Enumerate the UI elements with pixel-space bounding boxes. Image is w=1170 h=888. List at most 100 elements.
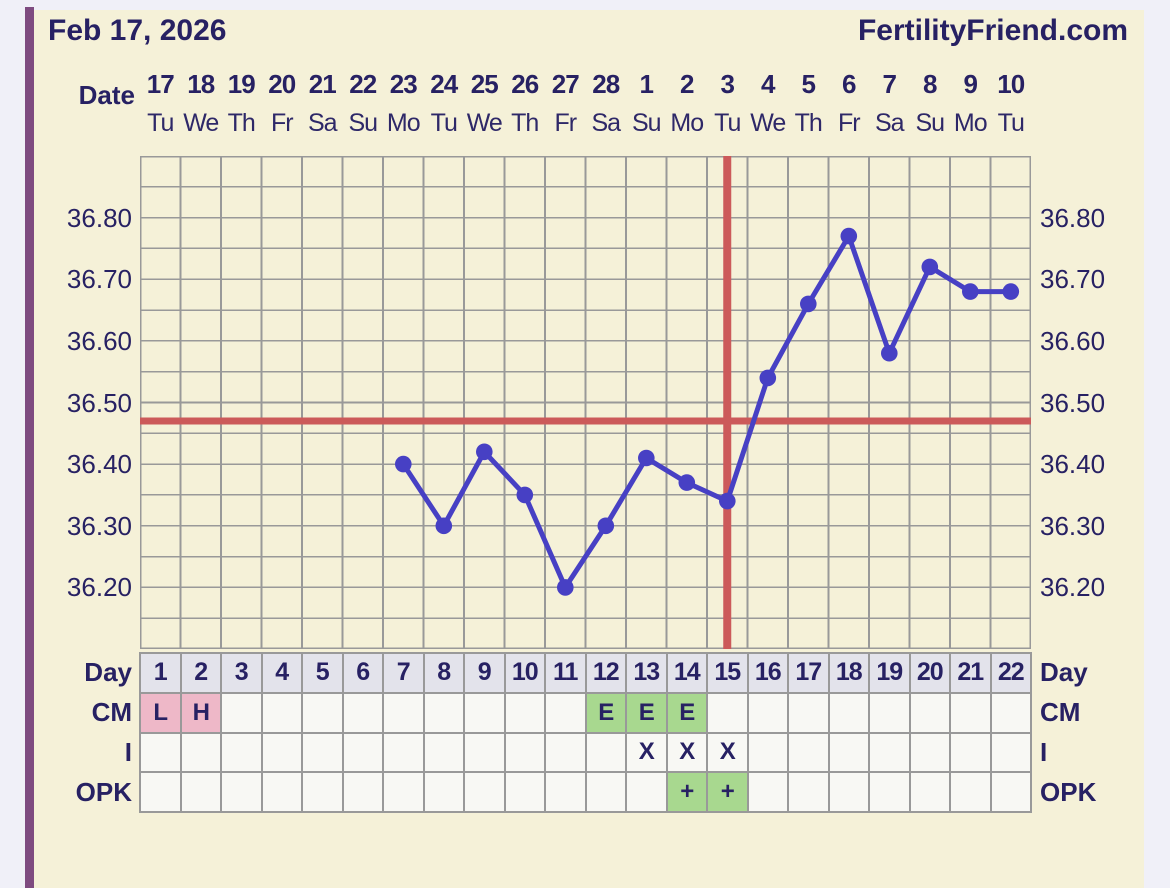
weekday-label: Th <box>511 109 539 137</box>
day-cell: 7 <box>384 654 423 692</box>
date-number: 28 <box>592 69 620 99</box>
opk-cell <box>343 773 382 811</box>
date-number: 19 <box>227 69 256 99</box>
opk-cell <box>141 773 180 811</box>
cm-cell <box>789 693 828 732</box>
date-number: 22 <box>349 69 377 99</box>
temperature-line <box>400 233 1014 590</box>
weekday-label: Tu <box>430 109 458 137</box>
y-tick-label: 36.70 <box>1040 264 1106 295</box>
weekday-label: Sa <box>874 109 905 137</box>
cm-cell <box>424 693 463 732</box>
i-cell <box>303 733 342 772</box>
cm-cell <box>829 693 868 732</box>
opk-cell <box>424 773 463 811</box>
day-cell: 16 <box>748 654 787 692</box>
temperature-dot <box>921 258 939 276</box>
weekday-label: Tu <box>147 109 174 137</box>
i-cell <box>991 733 1030 772</box>
date-number: 10 <box>997 69 1025 99</box>
date-number: 25 <box>470 69 499 99</box>
temperature-dot <box>840 227 858 245</box>
opk-cell <box>546 773 585 811</box>
left-accent-bar <box>25 7 34 888</box>
weekday-label: Mo <box>953 109 988 137</box>
cm-cell: L <box>141 693 180 732</box>
i-cell <box>465 733 504 772</box>
cycle-data-table: 1 2 3 4 5 6 7 8 9 10 11 12 13 14 15 16 17 18 19 20 21 22 L H E E E… <box>139 652 1032 813</box>
cm-cell <box>951 693 990 732</box>
bbt-chart-svg <box>140 156 1031 649</box>
date-number: 4 <box>761 69 775 99</box>
row-label-opk-left: OPK <box>75 777 132 807</box>
cm-cell <box>222 693 261 732</box>
opk-cell <box>789 773 828 811</box>
row-label-day-left: Day <box>84 657 132 687</box>
row-label-cm-right: CM <box>1040 697 1081 727</box>
temperature-dot <box>476 443 493 461</box>
date-number: 6 <box>842 69 856 99</box>
day-cell: 13 <box>627 654 666 692</box>
row-label-opk-right: OPK <box>1040 777 1097 807</box>
day-cell: 8 <box>424 654 463 692</box>
temperature-dot <box>597 517 615 535</box>
y-tick-label: 36.80 <box>66 202 132 233</box>
opk-cell <box>829 773 868 811</box>
day-cell: 2 <box>181 654 220 692</box>
day-cell: 22 <box>991 654 1030 692</box>
i-cell <box>829 733 868 772</box>
row-label-i-right: I <box>1040 737 1048 767</box>
day-cell: 14 <box>667 654 706 692</box>
cm-cell <box>546 693 585 732</box>
opk-cell <box>505 773 544 811</box>
i-cell <box>748 733 787 772</box>
i-cell <box>262 733 301 772</box>
bbt-chart-plot <box>140 156 1031 649</box>
opk-cell <box>991 773 1030 811</box>
day-cell: 10 <box>505 654 544 692</box>
y-tick-label: 36.50 <box>66 387 132 418</box>
day-cell: 3 <box>222 654 261 692</box>
weekday-row: Tu We Th Fr Sa Su Mo Tu We Th Fr Sa Su Mo Tu We Th Fr Sa Su… <box>140 108 1031 138</box>
temperature-dot <box>1002 283 1020 300</box>
day-cell: 1 <box>141 654 180 692</box>
date-number: 7 <box>882 69 897 99</box>
weekday-label: Mo <box>670 109 704 137</box>
opk-cell <box>748 773 787 811</box>
cm-cell <box>262 693 301 732</box>
cm-cell <box>465 693 504 732</box>
y-tick-label: 36.40 <box>1040 449 1106 480</box>
date-number: 24 <box>430 69 458 99</box>
date-number: 8 <box>923 69 937 99</box>
date-number: 1 <box>639 69 654 99</box>
weekday-label: Sa <box>307 109 338 137</box>
temperature-dot <box>962 283 979 300</box>
opk-cell <box>870 773 909 811</box>
temperature-dot <box>557 579 574 596</box>
opk-cell <box>222 773 261 811</box>
i-cell: X <box>708 733 747 772</box>
i-cell <box>505 733 544 772</box>
opk-cell: + <box>708 773 747 811</box>
opk-cell: + <box>667 773 706 811</box>
weekday-label: We <box>466 109 503 137</box>
y-tick-label: 36.40 <box>66 449 132 480</box>
cm-cell <box>870 693 909 732</box>
temperature-dot <box>719 492 736 510</box>
i-cell <box>384 733 423 772</box>
y-tick-label: 36.70 <box>66 264 132 295</box>
weekday-label: Su <box>915 109 945 137</box>
cm-cell <box>343 693 382 732</box>
date-number: 3 <box>720 69 735 99</box>
weekday-label: We <box>750 109 786 137</box>
i-cell: X <box>627 733 666 772</box>
day-cell: 12 <box>586 654 625 692</box>
brand-wordmark: FertilityFriend.com <box>857 14 1128 47</box>
day-cell: 17 <box>789 654 828 692</box>
temperature-dot <box>678 474 696 491</box>
weekday-label: We <box>183 109 219 137</box>
weekday-label: Fr <box>270 109 294 137</box>
weekday-label: Th <box>794 109 823 137</box>
date-number: 2 <box>680 69 694 99</box>
